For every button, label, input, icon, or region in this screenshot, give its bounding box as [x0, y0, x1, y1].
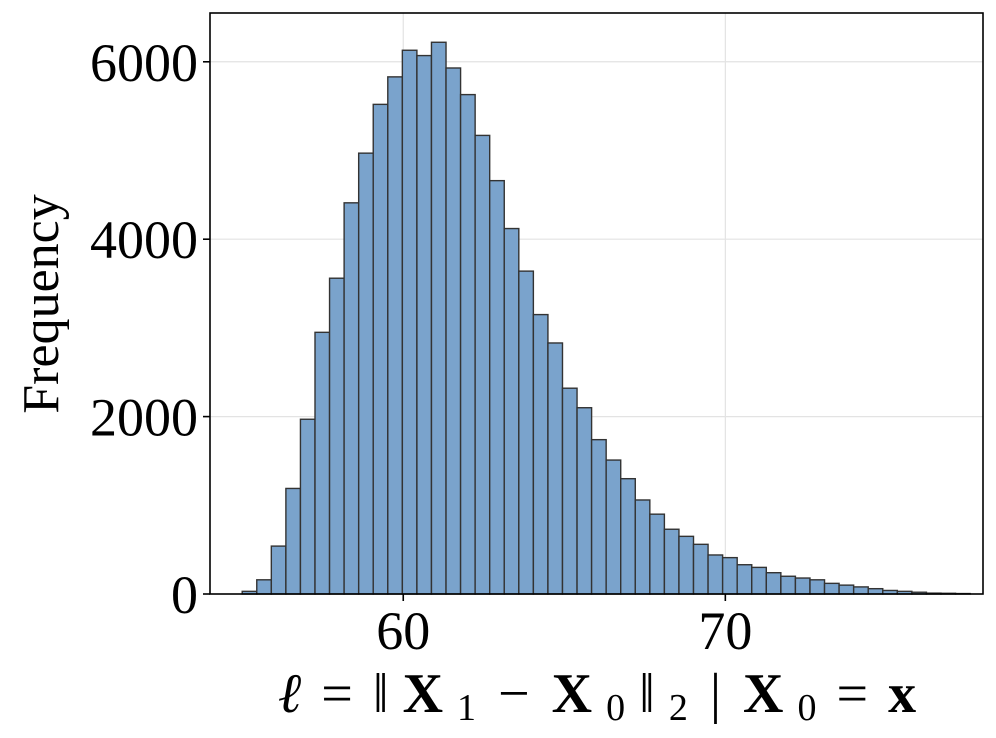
- histogram-bar: [823, 582, 840, 595]
- histogram-bar: [678, 535, 695, 595]
- y-tick-label: 0: [171, 565, 198, 625]
- xlabel-sub-1: 1: [457, 687, 476, 729]
- histogram-bar: [794, 577, 811, 595]
- xlabel-equals-2: =: [836, 663, 868, 725]
- xlabel-X0-a: X: [552, 663, 592, 725]
- x-axis-label: ℓ = ‖ X 1 − X 0 ‖ 2 | X 0 = x: [278, 663, 916, 733]
- histogram-bar: [620, 477, 636, 595]
- xlabel-equals-1: =: [321, 663, 353, 725]
- y-tick-label: 2000: [90, 388, 198, 448]
- histogram-bar: [285, 487, 302, 595]
- histogram-bar: [707, 554, 724, 595]
- histogram-bar: [459, 93, 476, 595]
- histogram-bar: [532, 313, 549, 595]
- xlabel-minus: −: [498, 663, 530, 725]
- histogram-bar: [343, 202, 360, 595]
- histogram-bar: [256, 579, 273, 595]
- x-tick-label: 60: [376, 601, 430, 661]
- histogram-bar: [503, 227, 520, 595]
- y-tick-label: 6000: [90, 33, 198, 93]
- histogram-bar: [721, 556, 738, 595]
- histogram-bar: [649, 513, 666, 595]
- histogram-bar: [328, 277, 345, 595]
- histogram-bar: [387, 76, 404, 595]
- histogram-bar: [765, 572, 782, 595]
- histogram-bar: [314, 331, 331, 595]
- y-axis-ticks: 0 2000 4000 6000: [90, 33, 210, 625]
- histogram-bar: [751, 566, 768, 595]
- histogram-bar: [838, 584, 855, 595]
- histogram-bar: [430, 41, 447, 595]
- histogram-bar: [270, 545, 287, 595]
- histogram-bar: [416, 54, 433, 595]
- histogram-bar: [372, 103, 389, 595]
- histogram-bar: [590, 438, 607, 595]
- histogram-bar: [663, 528, 680, 595]
- x-axis-ticks: 60 70: [376, 594, 752, 661]
- histogram-bar: [474, 134, 491, 595]
- xlabel-X0-b: X: [743, 663, 783, 725]
- xlabel-given: |: [710, 663, 721, 725]
- histogram-bar: [547, 342, 564, 595]
- histogram-bar: [299, 418, 316, 595]
- histogram-bar: [605, 459, 622, 595]
- histogram-bar: [634, 499, 651, 595]
- xlabel-norm-close: ‖: [639, 663, 655, 725]
- xlabel-X1: X: [403, 663, 443, 725]
- xlabel-ell: ℓ: [278, 663, 302, 725]
- xlabel-sub-2: 2: [669, 687, 688, 729]
- xlabel-norm-open: ‖: [373, 663, 389, 725]
- histogram-bar: [357, 152, 374, 595]
- histogram-bars: [241, 41, 971, 595]
- histogram-bar: [445, 67, 462, 595]
- xlabel-sub-0-b: 0: [797, 687, 816, 729]
- y-tick-label: 4000: [90, 210, 198, 270]
- histogram-bar: [576, 407, 593, 595]
- xlabel-x-vector: x: [888, 663, 916, 725]
- histogram-bar: [518, 270, 535, 595]
- histogram-bar: [809, 579, 826, 595]
- histogram-bar: [401, 49, 418, 595]
- histogram-bar: [736, 564, 753, 595]
- y-axis-label: Frequency: [13, 194, 70, 413]
- histogram-bar: [488, 179, 505, 595]
- histogram-bar: [780, 575, 797, 595]
- x-tick-label: 70: [698, 601, 752, 661]
- histogram-bar: [692, 543, 709, 595]
- xlabel-sub-0-a: 0: [606, 687, 625, 729]
- plot-frame: [209, 12, 984, 595]
- histogram-bar: [561, 387, 578, 595]
- histogram-bar: [852, 586, 869, 595]
